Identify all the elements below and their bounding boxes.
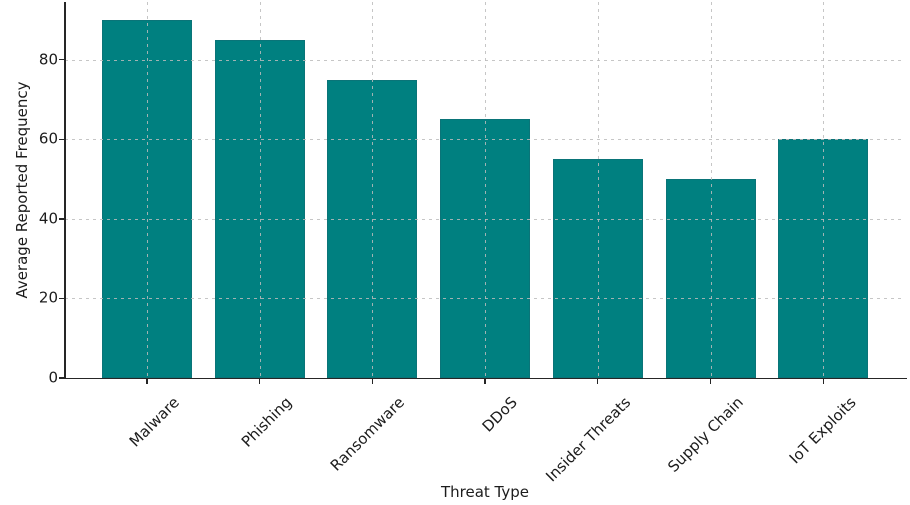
x-tick-label-0: Malware bbox=[125, 393, 184, 451]
gridline-y-40 bbox=[65, 218, 905, 220]
y-axis-title: Average Reported Frequency bbox=[13, 81, 31, 299]
gridline-x-6 bbox=[823, 2, 825, 378]
gridline-x-2 bbox=[372, 2, 374, 378]
x-tick-label-2: Ransomware bbox=[327, 393, 409, 475]
y-tick-label-40: 40 bbox=[38, 209, 58, 228]
y-tick-mark-0 bbox=[59, 377, 64, 379]
x-tick-label-1: Phishing bbox=[238, 393, 296, 451]
x-tick-mark-6 bbox=[822, 379, 824, 384]
gridline-x-1 bbox=[259, 2, 261, 378]
x-tick-mark-0 bbox=[146, 379, 148, 384]
y-axis-spine bbox=[64, 2, 66, 379]
x-axis-spine bbox=[64, 377, 907, 379]
y-tick-label-20: 20 bbox=[38, 288, 58, 307]
x-tick-label-4: Insider Threats bbox=[541, 393, 634, 486]
y-tick-mark-20 bbox=[59, 297, 64, 300]
gridline-x-0 bbox=[147, 2, 148, 378]
y-tick-label-60: 60 bbox=[38, 129, 58, 148]
gridline-x-4 bbox=[597, 2, 599, 378]
x-tick-mark-3 bbox=[484, 379, 486, 384]
x-tick-mark-1 bbox=[259, 379, 261, 384]
plot-area bbox=[65, 2, 905, 378]
gridline-x-5 bbox=[710, 2, 712, 378]
x-tick-mark-2 bbox=[371, 379, 374, 384]
x-tick-mark-4 bbox=[597, 379, 599, 384]
x-axis-title: Threat Type bbox=[440, 483, 530, 501]
y-tick-mark-80 bbox=[59, 58, 64, 61]
y-tick-mark-60 bbox=[59, 138, 64, 140]
x-tick-label-6: IoT Exploits bbox=[785, 393, 860, 468]
gridline-x-3 bbox=[485, 2, 487, 378]
gridline-y-60 bbox=[65, 139, 905, 141]
y-tick-mark-40 bbox=[59, 218, 64, 220]
gridline-y-20 bbox=[65, 298, 905, 300]
gridline-y-80 bbox=[65, 59, 905, 61]
y-tick-label-80: 80 bbox=[38, 50, 58, 69]
x-tick-label-5: Supply Chain bbox=[663, 393, 747, 476]
y-tick-label-0: 0 bbox=[48, 368, 58, 387]
x-tick-label-3: DDoS bbox=[478, 393, 522, 436]
x-tick-mark-5 bbox=[709, 379, 712, 384]
